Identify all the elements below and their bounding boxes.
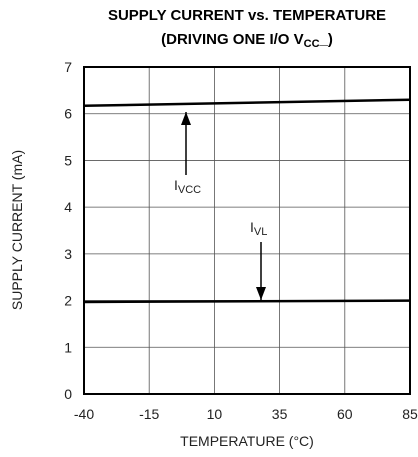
x-tick-label: 35 [272, 406, 288, 422]
subtitle-sub: CC [304, 38, 320, 50]
series-line [83, 98, 411, 108]
x-tick-label: -15 [139, 406, 159, 422]
series-label-main: I [174, 177, 178, 193]
x-tick-label: 10 [207, 406, 223, 422]
arrow-head [256, 287, 266, 300]
y-tick-label: 0 [64, 386, 72, 402]
series-label-sub: VL [254, 226, 267, 238]
x-tick-label: -40 [74, 406, 94, 422]
x-tick-label: 60 [337, 406, 353, 422]
y-tick-label: 2 [64, 293, 72, 309]
y-tick-label: 5 [64, 152, 72, 168]
y-tick-label: 4 [64, 199, 72, 215]
subtitle-part: _) [319, 31, 333, 48]
y-axis-label: SUPPLY CURRENT (mA) [9, 150, 25, 310]
arrow-head [181, 112, 191, 125]
series-label: IVL [250, 219, 267, 238]
y-tick-label: 3 [64, 246, 72, 262]
y-tick-label: 7 [64, 59, 72, 75]
chart-subtitle: (DRIVING ONE I/O VCC_) [161, 31, 333, 50]
subtitle-part: (DRIVING ONE I/O V [161, 31, 304, 48]
y-tick-label: 6 [64, 106, 72, 122]
x-tick-label: 85 [402, 406, 418, 422]
x-axis-label: TEMPERATURE (°C) [180, 433, 314, 449]
chart-title: SUPPLY CURRENT vs. TEMPERATURE [108, 7, 386, 24]
series-line [83, 299, 411, 304]
plot-frame [83, 66, 411, 395]
series-label-main: I [250, 219, 254, 235]
series-label-sub: VCC [178, 184, 201, 196]
series-label: IVCC [174, 177, 201, 196]
y-tick-label: 1 [64, 339, 72, 355]
